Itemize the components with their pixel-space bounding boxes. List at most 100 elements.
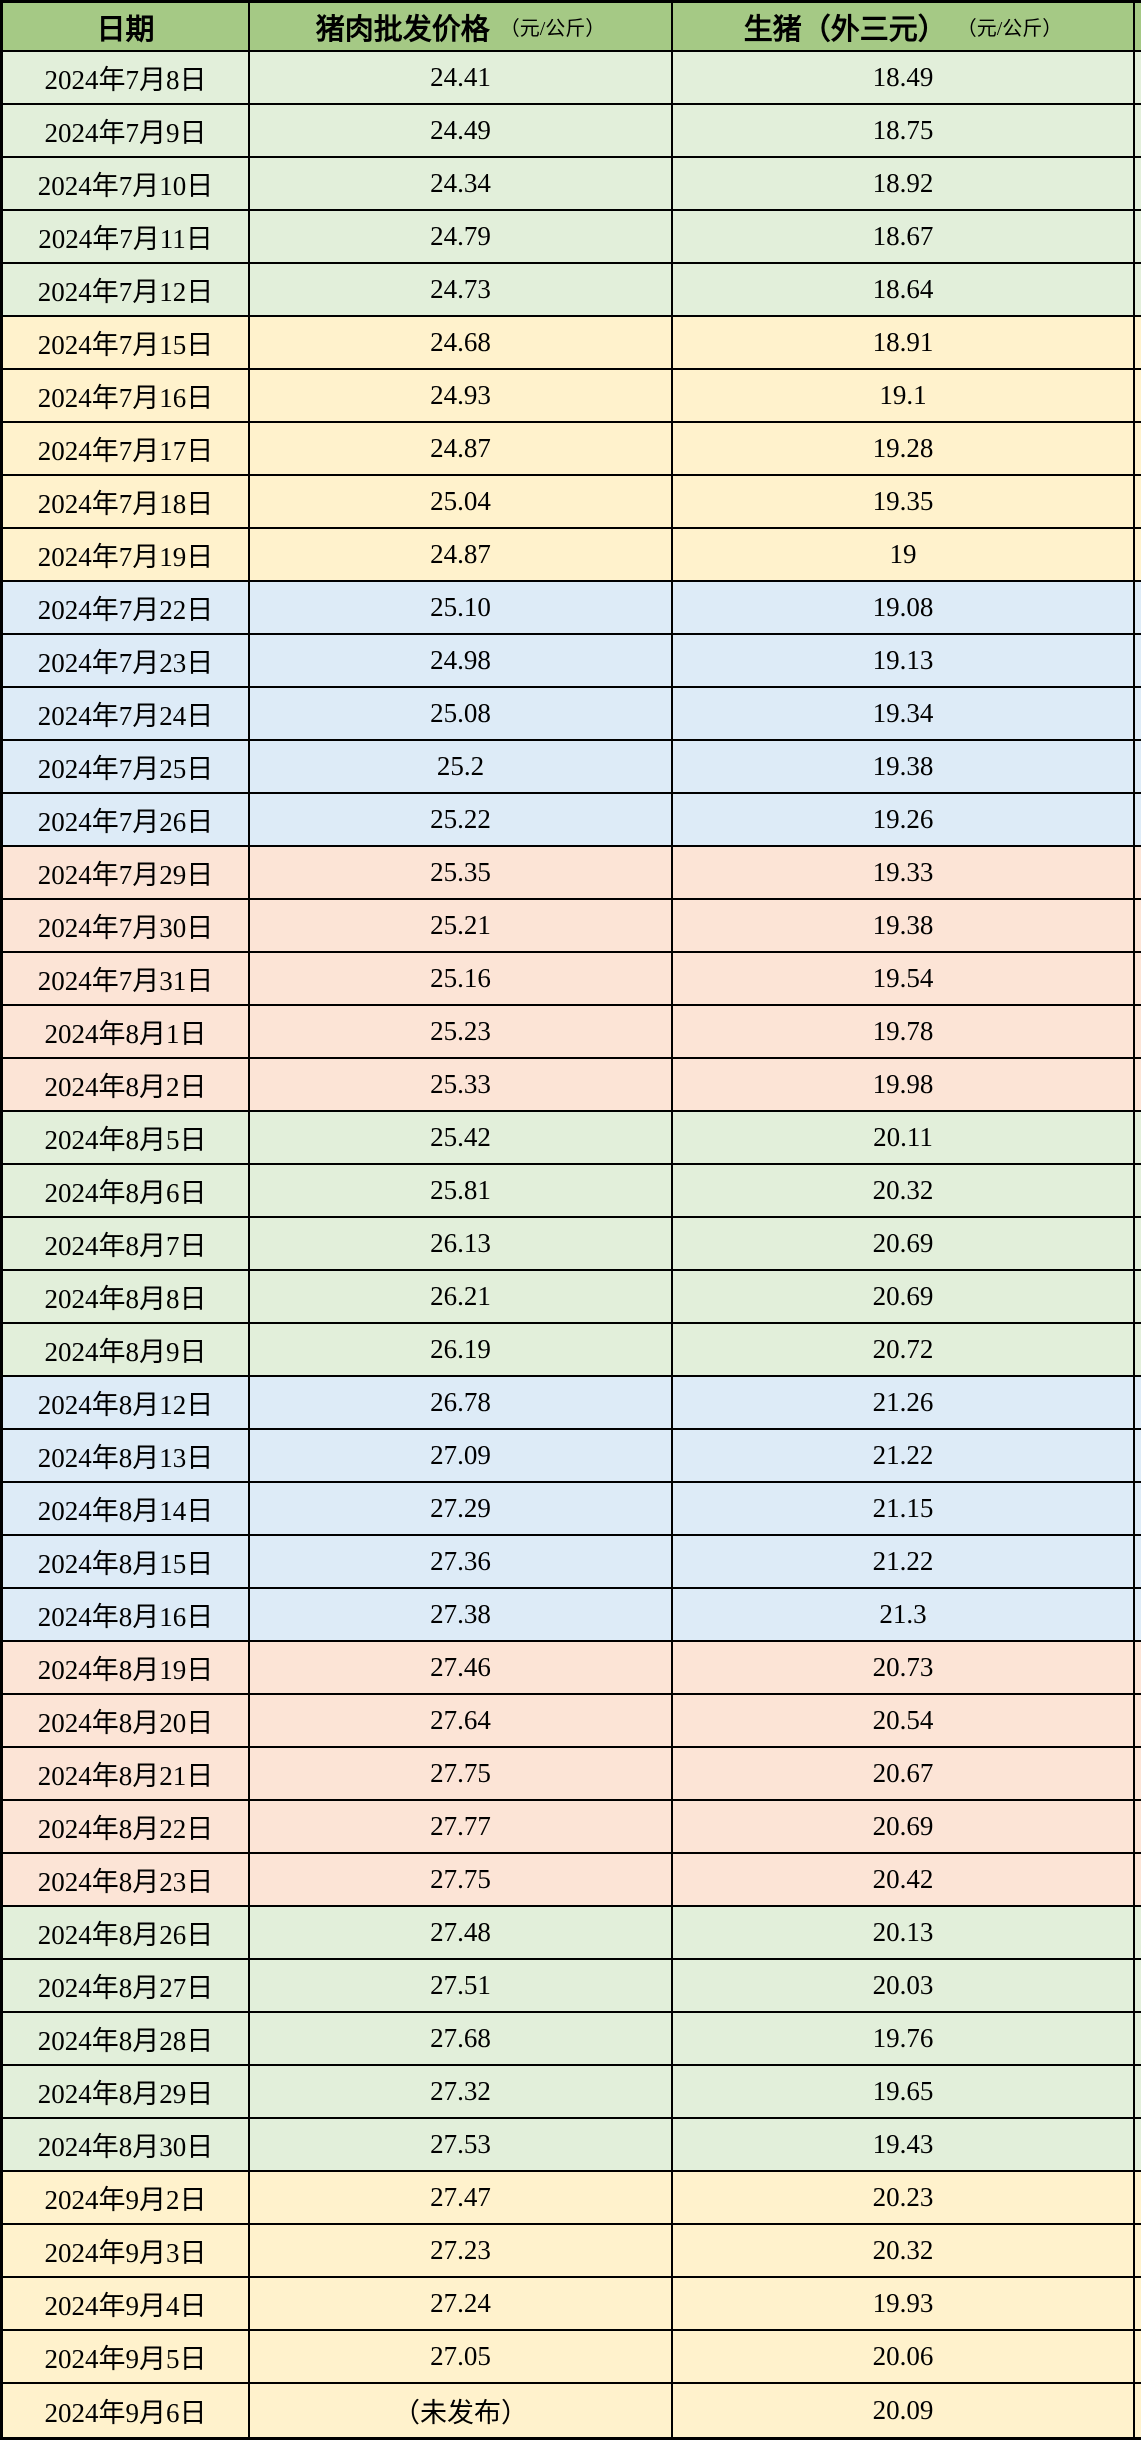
hog-price-cell: 20.11 (673, 1112, 1135, 1163)
hog-price-cell: 20.32 (673, 2225, 1135, 2276)
edge-filler (1135, 2013, 1141, 2064)
edge-filler (1135, 1589, 1141, 1640)
edge-filler (1135, 52, 1141, 103)
edge-filler (1135, 1218, 1141, 1269)
date-cell: 2024年8月27日 (3, 1960, 250, 2011)
hog-price-cell: 20.69 (673, 1271, 1135, 1322)
edge-filler (1135, 953, 1141, 1004)
table-row: 2024年8月8日 26.21 20.69 (3, 1271, 1141, 1324)
date-cell: 2024年8月5日 (3, 1112, 250, 1163)
date-cell: 2024年9月3日 (3, 2225, 250, 2276)
date-cell: 2024年7月8日 (3, 52, 250, 103)
pork-price-cell: 27.53 (250, 2119, 673, 2170)
date-cell: 2024年8月26日 (3, 1907, 250, 1958)
date-cell: 2024年8月1日 (3, 1006, 250, 1057)
hog-price-cell: 21.26 (673, 1377, 1135, 1428)
pork-price-cell: 24.41 (250, 52, 673, 103)
hog-price-cell: 19.35 (673, 476, 1135, 527)
edge-filler (1135, 476, 1141, 527)
table-row: 2024年9月3日 27.23 20.32 (3, 2225, 1141, 2278)
pork-price-cell: 25.16 (250, 953, 673, 1004)
edge-filler (1135, 2066, 1141, 2117)
table-row: 2024年7月8日 24.41 18.49 (3, 52, 1141, 105)
date-cell: 2024年8月30日 (3, 2119, 250, 2170)
date-cell: 2024年7月23日 (3, 635, 250, 686)
date-cell: 2024年7月18日 (3, 476, 250, 527)
date-cell: 2024年7月9日 (3, 105, 250, 156)
edge-filler (1135, 900, 1141, 951)
edge-filler (1135, 1960, 1141, 2011)
pork-price-cell: 27.77 (250, 1801, 673, 1852)
edge-filler (1135, 1695, 1141, 1746)
edge-filler (1135, 741, 1141, 792)
table-row: 2024年8月29日 27.32 19.65 (3, 2066, 1141, 2119)
pork-price-cell: 25.08 (250, 688, 673, 739)
date-cell: 2024年7月11日 (3, 211, 250, 262)
date-cell: 2024年7月17日 (3, 423, 250, 474)
pork-price-cell: 24.73 (250, 264, 673, 315)
date-cell: 2024年7月29日 (3, 847, 250, 898)
edge-filler (1135, 1907, 1141, 1958)
edge-filler (1135, 1112, 1141, 1163)
pork-price-cell: 26.78 (250, 1377, 673, 1428)
pork-price-cell: 24.87 (250, 423, 673, 474)
edge-filler (1135, 1006, 1141, 1057)
date-cell: 2024年7月24日 (3, 688, 250, 739)
table-row: 2024年8月13日 27.09 21.22 (3, 1430, 1141, 1483)
edge-filler (1135, 2384, 1141, 2437)
table-row: 2024年7月15日 24.68 18.91 (3, 317, 1141, 370)
date-cell: 2024年9月4日 (3, 2278, 250, 2329)
table-header-row: 日期 猪肉批发价格 （元/公斤） 生猪（外三元） （元/公斤） (3, 3, 1141, 52)
table-row: 2024年9月6日 （未发布） 20.09 (3, 2384, 1141, 2437)
hog-price-cell: 20.67 (673, 1748, 1135, 1799)
date-cell: 2024年8月15日 (3, 1536, 250, 1587)
hog-price-cell: 18.91 (673, 317, 1135, 368)
edge-filler (1135, 1059, 1141, 1110)
table-row: 2024年9月2日 27.47 20.23 (3, 2172, 1141, 2225)
hog-price-cell: 19.26 (673, 794, 1135, 845)
table-row: 2024年7月16日 24.93 19.1 (3, 370, 1141, 423)
edge-filler (1135, 582, 1141, 633)
table-row: 2024年7月19日 24.87 19 (3, 529, 1141, 582)
hog-price-cell: 19.28 (673, 423, 1135, 474)
date-cell: 2024年9月2日 (3, 2172, 250, 2223)
table-row: 2024年8月2日 25.33 19.98 (3, 1059, 1141, 1112)
pork-price-cell: 24.34 (250, 158, 673, 209)
date-cell: 2024年7月10日 (3, 158, 250, 209)
hog-price-cell: 20.23 (673, 2172, 1135, 2223)
edge-filler (1135, 1483, 1141, 1534)
date-cell: 2024年8月29日 (3, 2066, 250, 2117)
edge-filler (1135, 1165, 1141, 1216)
date-cell: 2024年8月23日 (3, 1854, 250, 1905)
hog-price-cell: 19.54 (673, 953, 1135, 1004)
pork-price-cell: 27.23 (250, 2225, 673, 2276)
header-hog-price-label: 生猪（外三元） (743, 13, 947, 46)
table-row: 2024年8月22日 27.77 20.69 (3, 1801, 1141, 1854)
date-cell: 2024年8月16日 (3, 1589, 250, 1640)
pork-price-cell: 25.35 (250, 847, 673, 898)
pork-price-cell: 27.47 (250, 2172, 673, 2223)
date-cell: 2024年7月22日 (3, 582, 250, 633)
edge-filler (1135, 423, 1141, 474)
hog-price-cell: 18.49 (673, 52, 1135, 103)
date-cell: 2024年7月16日 (3, 370, 250, 421)
table-row: 2024年7月11日 24.79 18.67 (3, 211, 1141, 264)
hog-price-cell: 20.13 (673, 1907, 1135, 1958)
table-row: 2024年8月19日 27.46 20.73 (3, 1642, 1141, 1695)
hog-price-cell: 21.15 (673, 1483, 1135, 1534)
hog-price-cell: 18.92 (673, 158, 1135, 209)
hog-price-cell: 21.22 (673, 1430, 1135, 1481)
pork-price-cell: 25.42 (250, 1112, 673, 1163)
table-row: 2024年8月15日 27.36 21.22 (3, 1536, 1141, 1589)
hog-price-cell: 19.65 (673, 2066, 1135, 2117)
pork-price-cell: 25.2 (250, 741, 673, 792)
hog-price-cell: 20.32 (673, 1165, 1135, 1216)
hog-price-cell: 20.69 (673, 1801, 1135, 1852)
date-cell: 2024年7月15日 (3, 317, 250, 368)
pork-price-cell: 27.75 (250, 1748, 673, 1799)
edge-filler (1135, 2278, 1141, 2329)
pork-price-cell: 25.33 (250, 1059, 673, 1110)
table-row: 2024年7月25日 25.2 19.38 (3, 741, 1141, 794)
hog-price-cell: 18.75 (673, 105, 1135, 156)
